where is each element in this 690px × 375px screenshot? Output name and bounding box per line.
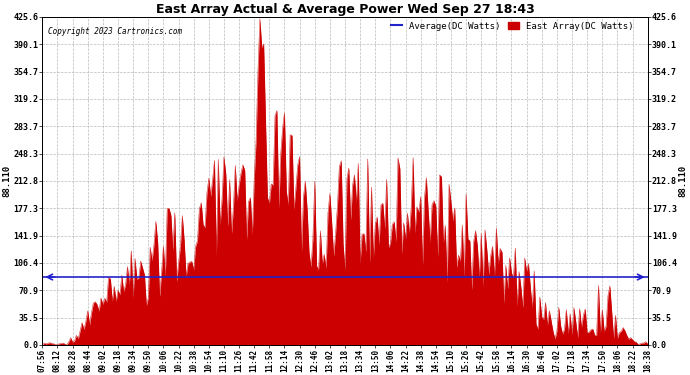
Text: Copyright 2023 Cartronics.com: Copyright 2023 Cartronics.com xyxy=(48,27,183,36)
Title: East Array Actual & Average Power Wed Sep 27 18:43: East Array Actual & Average Power Wed Se… xyxy=(156,3,534,16)
Y-axis label: 88.110: 88.110 xyxy=(678,165,687,197)
Legend: Average(DC Watts), East Array(DC Watts): Average(DC Watts), East Array(DC Watts) xyxy=(388,18,637,34)
Y-axis label: 88.110: 88.110 xyxy=(3,165,12,197)
